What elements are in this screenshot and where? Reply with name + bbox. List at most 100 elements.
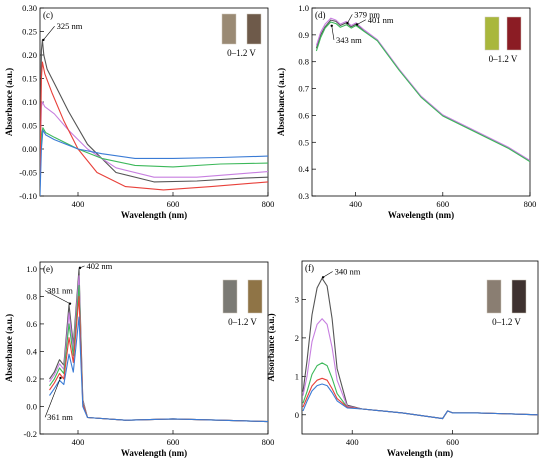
x-tick-label: 400 <box>72 437 85 447</box>
sample-photo <box>221 13 237 45</box>
annotation-label: 381 nm <box>47 286 73 296</box>
x-axis-label: Wavelength (nm) <box>388 210 454 220</box>
series-group <box>40 39 268 196</box>
panel-f: (f) 400 600 0 1 2 3 Wavelength (nm) Absorbance (… <box>266 260 539 458</box>
series-line <box>40 101 268 178</box>
annotation-arrowhead <box>330 24 333 27</box>
y-tick-label: 1 <box>295 371 299 381</box>
panel-label: (c) <box>43 10 53 20</box>
y-tick-label: 0.00 <box>22 144 37 154</box>
x-tick-label: 800 <box>262 199 275 209</box>
panel-label: (d) <box>315 10 326 20</box>
y-axis-label: Absorbance (a.u.) <box>4 314 14 382</box>
y-tick-label: 0.4 <box>26 346 37 356</box>
y-axis-label: Absorbance (a.u.) <box>4 68 14 136</box>
x-tick-label: 600 <box>167 199 180 209</box>
series-line <box>40 129 268 196</box>
x-tick-label: 600 <box>436 199 449 209</box>
annotation-label: 379 nm <box>354 9 380 19</box>
y-tick-label: -0.10 <box>19 191 37 201</box>
y-tick-label: 0.6 <box>298 110 309 120</box>
series-line <box>302 277 538 420</box>
series-group <box>302 277 538 420</box>
annotation-label: 361 nm <box>47 412 73 422</box>
x-tick-label: 400 <box>346 437 359 447</box>
x-tick-label: 400 <box>349 199 362 209</box>
annotation-arrow <box>43 25 55 41</box>
y-tick-label: 0.25 <box>22 27 37 37</box>
y-tick-label: 0.20 <box>22 50 37 60</box>
x-axis-label: Wavelength (nm) <box>121 448 187 458</box>
annotation-arrowhead <box>355 23 359 26</box>
y-tick-label: 1.0 <box>26 264 37 274</box>
x-axis-label: Wavelength (nm) <box>121 210 187 220</box>
y-tick-label: 0.15 <box>22 74 37 84</box>
panel-label: (f) <box>305 263 314 273</box>
annotation-arrowhead <box>42 38 45 42</box>
y-tick-label: 0.3 <box>298 191 309 201</box>
annotation-label: 343 nm <box>336 35 362 45</box>
y-tick-label: 1.0 <box>298 3 309 13</box>
sample-photo <box>247 279 263 314</box>
annotation-arrow <box>356 19 366 25</box>
plot-frame <box>311 7 531 197</box>
voltage-range-label: 0–1.2 V <box>227 48 256 58</box>
y-tick-label: 0.30 <box>22 3 37 13</box>
y-tick-label: 0.10 <box>22 97 37 107</box>
y-tick-label: 0.5 <box>298 137 309 147</box>
series-line <box>40 39 268 187</box>
y-axis-label: Absorbance (a.u.) <box>276 68 286 136</box>
annotation-arrow <box>331 25 335 40</box>
y-tick-label: 0.7 <box>298 84 309 94</box>
annotation-label: 402 nm <box>87 261 113 271</box>
annotation-arrowhead <box>346 21 349 25</box>
annotation-arrow <box>322 271 333 278</box>
panel-e: (e) 400 600 800 -0.2 0.0 0.2 0.4 0.6 0.8 1.0 Wavele… <box>4 261 274 458</box>
plot-frame <box>301 260 539 435</box>
y-tick-label: 0 <box>295 410 299 420</box>
y-tick-label: -0.2 <box>24 429 37 439</box>
voltage-range-label: 0–1.2 V <box>228 317 257 327</box>
voltage-range-label: 0–1.2 V <box>492 317 521 327</box>
y-tick-label: 0.8 <box>298 57 309 67</box>
annotation-label: 340 nm <box>335 266 361 276</box>
sample-photo <box>222 279 238 314</box>
x-tick-label: 800 <box>262 437 275 447</box>
panel-d: (d) 400 600 800 0.3 0.4 0.5 0.6 0.7 0.8 0.9 1.0 Wave… <box>276 3 536 220</box>
y-tick-label: 0.8 <box>26 291 37 301</box>
x-tick-label: 800 <box>524 199 537 209</box>
annotation-arrowhead <box>78 266 82 270</box>
x-tick-label: 600 <box>446 437 459 447</box>
panel-label: (e) <box>43 264 53 274</box>
sample-photo <box>486 279 502 314</box>
y-tick-label: 2 <box>295 333 299 343</box>
y-tick-label: 0.4 <box>298 164 309 174</box>
series-line <box>302 383 538 420</box>
y-tick-label: 0.6 <box>26 319 37 329</box>
sample-photo <box>484 16 500 51</box>
series-line <box>315 21 530 163</box>
annotation-arrow <box>347 14 353 24</box>
annotation-arrowhead <box>68 302 72 305</box>
y-tick-label: 0.05 <box>22 121 37 131</box>
y-axis-label: Absorbance (a.u.) <box>266 313 276 381</box>
sample-photo <box>246 13 262 45</box>
x-axis-label: Wavelength (nm) <box>387 448 453 458</box>
y-tick-label: 0.0 <box>26 401 37 411</box>
y-tick-label: 0.9 <box>298 30 309 40</box>
panel-c: (c) 400 600 800 -0.10 -0.05 0.00 0.05 0.10 0.15 0.… <box>4 3 274 220</box>
y-tick-label: -0.05 <box>19 168 37 178</box>
annotation-arrow <box>44 377 61 418</box>
sample-photo <box>506 16 522 51</box>
annotation-arrowhead <box>59 376 62 380</box>
y-tick-label: 0.2 <box>26 374 37 384</box>
voltage-range-label: 0–1.2 V <box>489 54 518 64</box>
series-line <box>302 318 538 420</box>
annotation-label: 401 nm <box>368 15 394 25</box>
plot-frame <box>39 261 269 435</box>
annotation-label: 325 nm <box>57 21 83 31</box>
y-tick-label: 3 <box>295 294 299 304</box>
x-tick-label: 600 <box>167 437 180 447</box>
series-group <box>315 17 530 163</box>
